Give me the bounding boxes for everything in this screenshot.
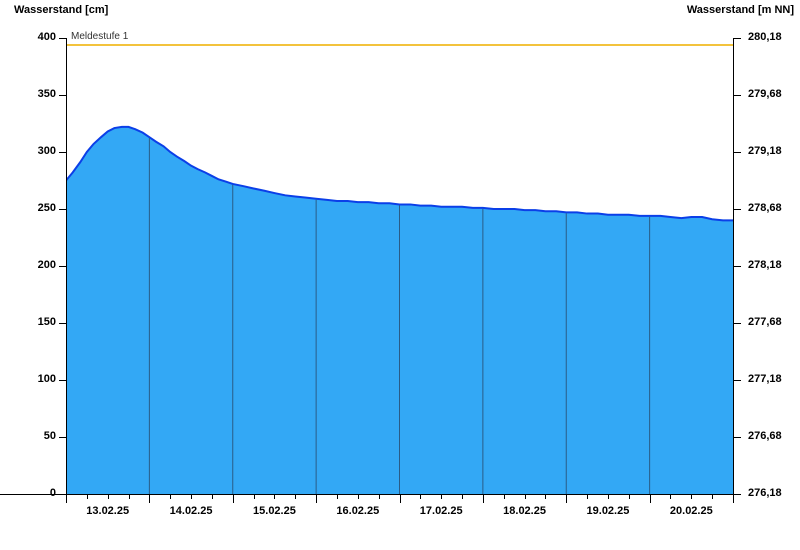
- x-tick-mark-minor: [254, 495, 255, 499]
- y-tick-mark-left: [59, 266, 66, 267]
- x-tick-label: 17.02.25: [419, 505, 463, 517]
- x-tick-mark-major: [400, 495, 401, 503]
- x-tick-label: 14.02.25: [169, 505, 213, 517]
- y-tick-label-right: 277,18: [748, 373, 782, 385]
- y-tick-label-left: 50: [43, 430, 56, 442]
- y-tick-mark-right: [734, 323, 741, 324]
- y-tick-label-right: 279,68: [748, 88, 782, 100]
- y-tick-mark-left: [59, 38, 66, 39]
- x-tick-mark-minor: [462, 495, 463, 499]
- x-tick-mark-minor: [87, 495, 88, 499]
- y-tick-mark-right: [734, 209, 741, 210]
- x-tick-mark-minor: [212, 495, 213, 499]
- y-tick-label-right: 277,68: [748, 316, 782, 328]
- x-tick-label: 13.02.25: [86, 505, 130, 517]
- y-tick-label-left: 100: [37, 373, 56, 385]
- x-tick-mark-minor: [587, 495, 588, 499]
- right-axis-line: [733, 38, 734, 495]
- day-separator-lines: [148, 138, 651, 494]
- y-tick-label-left: 250: [37, 202, 56, 214]
- y-tick-mark-right: [734, 95, 741, 96]
- x-tick-mark-minor: [191, 495, 192, 499]
- y-tick-label-right: 279,18: [748, 145, 782, 157]
- y-tick-label-right: 278,18: [748, 259, 782, 271]
- left-axis-title: Wasserstand [cm]: [14, 4, 109, 16]
- x-tick-mark-major: [316, 495, 317, 503]
- x-tick-label: 18.02.25: [503, 505, 546, 517]
- water-level-area-chart: [66, 125, 733, 494]
- y-tick-mark-left: [59, 152, 66, 153]
- bottom-axis-line: [0, 494, 734, 495]
- x-tick-mark-minor: [295, 495, 296, 499]
- x-tick-label: 20.02.25: [669, 505, 713, 517]
- x-tick-mark-minor: [691, 495, 692, 499]
- x-tick-mark-major: [233, 495, 234, 503]
- y-tick-label-left: 0: [49, 487, 56, 499]
- x-tick-mark-minor: [441, 495, 442, 499]
- x-tick-mark-minor: [108, 495, 109, 499]
- y-tick-mark-right: [734, 437, 741, 438]
- x-tick-mark-major: [149, 495, 150, 503]
- x-tick-mark-minor: [525, 495, 526, 499]
- x-tick-mark-minor: [420, 495, 421, 499]
- y-tick-mark-right: [734, 152, 741, 153]
- y-tick-mark-left: [59, 494, 66, 495]
- y-tick-mark-right: [734, 266, 741, 267]
- x-tick-mark-minor: [170, 495, 171, 499]
- x-tick-mark-minor: [129, 495, 130, 499]
- y-tick-mark-left: [59, 437, 66, 438]
- y-tick-label-left: 350: [37, 88, 56, 100]
- y-tick-label-right: 280,18: [748, 31, 782, 43]
- y-tick-mark-right: [734, 380, 741, 381]
- y-tick-mark-left: [59, 209, 66, 210]
- y-tick-mark-right: [734, 38, 741, 39]
- right-axis-title: Wasserstand [m NN]: [686, 4, 794, 16]
- x-tick-label: 16.02.25: [336, 505, 380, 517]
- x-tick-mark-major: [66, 495, 67, 503]
- y-tick-mark-left: [59, 95, 66, 96]
- x-tick-mark-major: [483, 495, 484, 503]
- y-tick-label-left: 400: [37, 31, 56, 43]
- y-tick-label-right: 276,68: [748, 430, 782, 442]
- x-tick-mark-minor: [274, 495, 275, 499]
- plot-area: [66, 38, 733, 494]
- left-axis-line: [66, 38, 67, 495]
- x-tick-mark-major: [733, 495, 734, 503]
- x-tick-mark-minor: [629, 495, 630, 499]
- y-tick-label-right: 278,68: [748, 202, 782, 214]
- x-tick-mark-minor: [358, 495, 359, 499]
- y-tick-label-left: 200: [37, 259, 56, 271]
- y-tick-mark-left: [59, 323, 66, 324]
- x-tick-label: 15.02.25: [253, 505, 296, 517]
- x-tick-mark-minor: [504, 495, 505, 499]
- y-tick-label-left: 300: [37, 145, 56, 157]
- y-tick-label-right: 276,18: [748, 487, 782, 499]
- x-tick-mark-minor: [608, 495, 609, 499]
- water-level-line: [66, 125, 733, 222]
- meldestufe-1-threshold-line: [66, 44, 733, 46]
- y-tick-mark-left: [59, 380, 66, 381]
- y-tick-label-left: 150: [37, 316, 56, 328]
- meldestufe-1-label: Meldestufe 1: [71, 31, 129, 42]
- y-tick-mark-right: [734, 494, 741, 495]
- x-tick-mark-major: [566, 495, 567, 503]
- x-tick-mark-minor: [379, 495, 380, 499]
- x-tick-mark-minor: [712, 495, 713, 499]
- x-tick-label: 19.02.25: [586, 505, 630, 517]
- x-tick-mark-major: [650, 495, 651, 503]
- x-tick-mark-minor: [337, 495, 338, 499]
- x-tick-mark-minor: [545, 495, 546, 499]
- x-tick-mark-minor: [670, 495, 671, 499]
